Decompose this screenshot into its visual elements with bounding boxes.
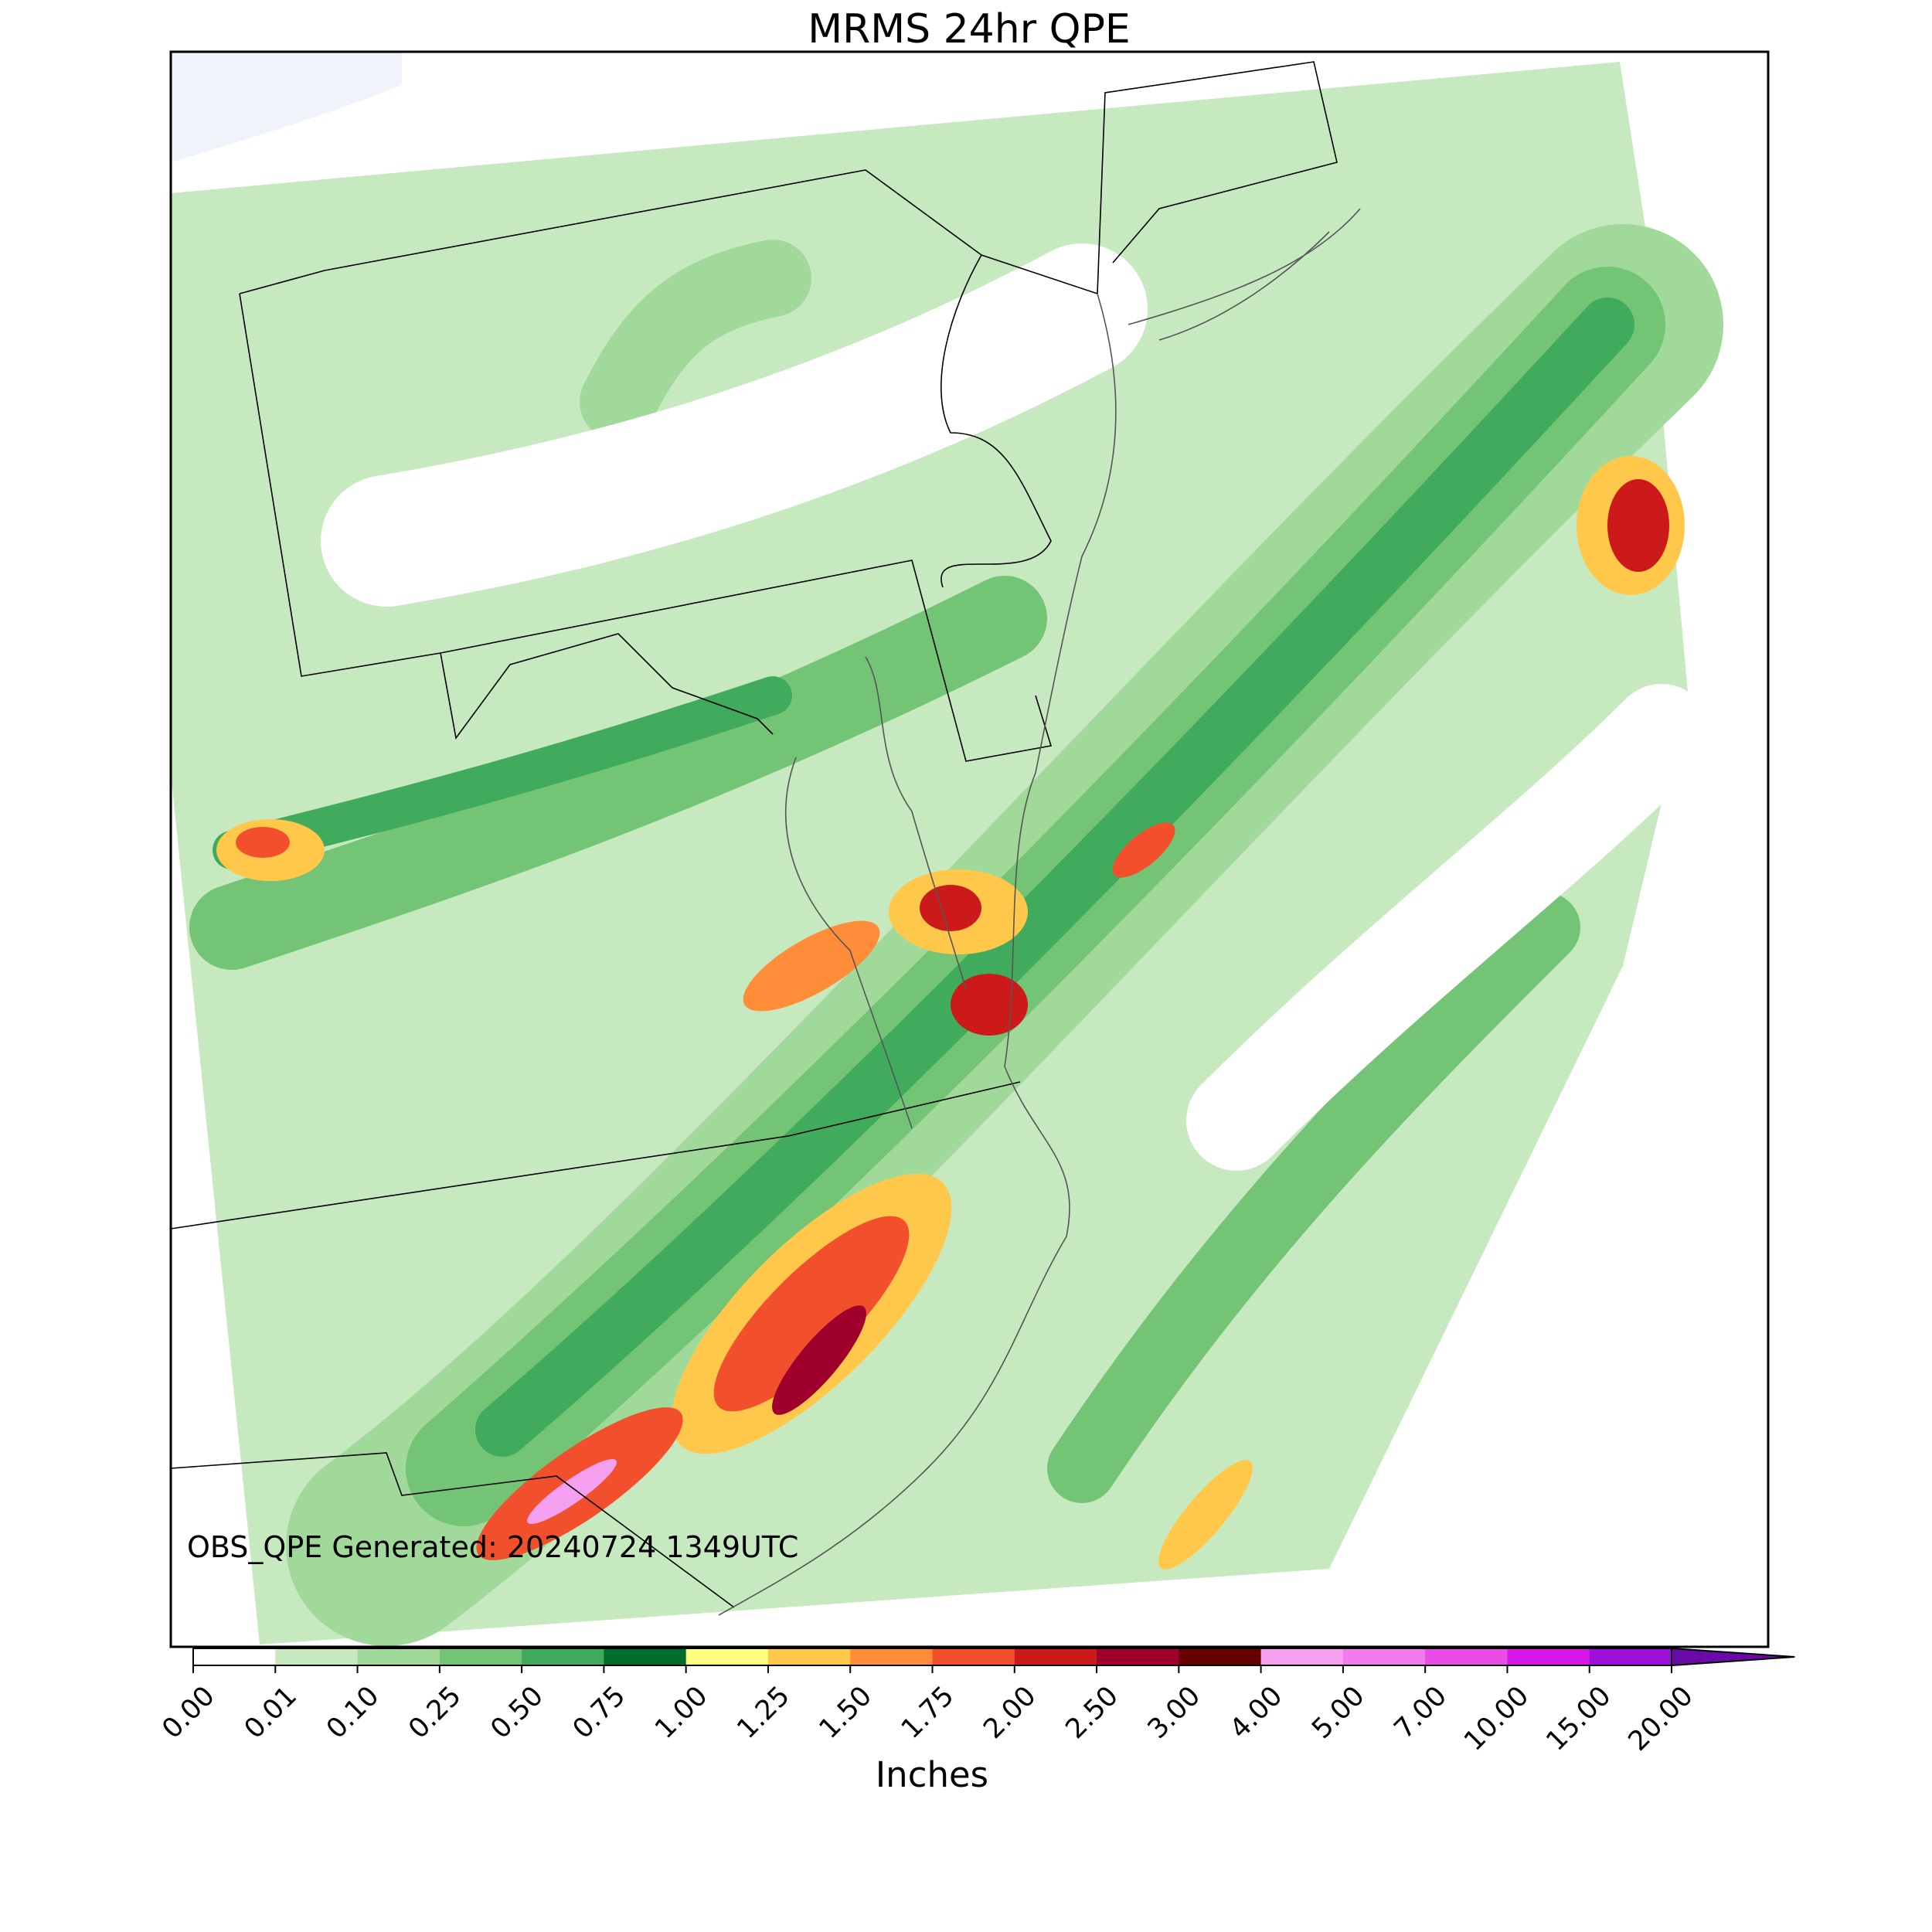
colorbar: 0.00 0.01 0.10 0.25 0.50 0.75 1.00 1.25 1.50 1.75… bbox=[157, 1647, 1795, 1757]
colorbar-segment bbox=[357, 1648, 440, 1665]
map-title: MRMS 24hr QPE bbox=[808, 6, 1131, 53]
colorbar-tick-label: 10.00 bbox=[1458, 1681, 1535, 1757]
colorbar-tick-label: 3.00 bbox=[1142, 1681, 1206, 1745]
boundaries bbox=[171, 61, 1338, 1608]
colorbar-tick-label: 0.01 bbox=[239, 1681, 303, 1745]
colorbar-segment bbox=[522, 1648, 604, 1665]
map bbox=[171, 52, 1723, 1646]
colorbar-segment bbox=[1179, 1648, 1262, 1665]
coastline bbox=[718, 208, 1361, 1616]
colorbar-tick-label: 1.25 bbox=[731, 1681, 795, 1745]
colorbar-segment bbox=[685, 1648, 769, 1665]
colorbar-tick-label: 2.50 bbox=[1060, 1681, 1124, 1745]
colorbar-segment bbox=[275, 1648, 359, 1665]
colorbar-segment bbox=[932, 1648, 1015, 1665]
colorbar-extension bbox=[1671, 1647, 1795, 1667]
map-frame bbox=[169, 50, 1770, 1648]
colorbar-segment bbox=[1260, 1648, 1344, 1665]
colorbar-tick-label: 5.00 bbox=[1306, 1681, 1370, 1745]
colorbar-label: Inches bbox=[876, 1754, 988, 1795]
lake bbox=[171, 52, 402, 162]
heavy-precip bbox=[216, 456, 1685, 1570]
colorbar-tick-label: 0.25 bbox=[403, 1681, 467, 1745]
colorbar-segment bbox=[1014, 1648, 1097, 1665]
colorbar-segment bbox=[850, 1648, 933, 1665]
annotation: OBS_QPE Generated: 20240724 1349UTC bbox=[187, 1530, 798, 1564]
colorbar-tick-label: 0.00 bbox=[157, 1681, 221, 1745]
colorbar-tick-label: 15.00 bbox=[1540, 1681, 1617, 1757]
colorbar-tick-label: 0.10 bbox=[321, 1681, 385, 1745]
colorbar-tick-label: 0.50 bbox=[485, 1681, 549, 1745]
colorbar-segment bbox=[1589, 1648, 1672, 1665]
colorbar-tick-label: 4.00 bbox=[1224, 1681, 1288, 1745]
colorbar-segment bbox=[193, 1648, 276, 1665]
colorbar-segment bbox=[767, 1648, 851, 1665]
colorbar-tick-label: 1.75 bbox=[896, 1681, 960, 1745]
colorbar-tick-label: 1.00 bbox=[649, 1681, 713, 1745]
colorbar-segment bbox=[1097, 1648, 1179, 1665]
colorbar-tick-label: 0.75 bbox=[567, 1681, 631, 1745]
colorbar-tick-label: 1.50 bbox=[814, 1681, 878, 1745]
colorbar-segment bbox=[604, 1648, 687, 1665]
colorbar-tick-label: 2.00 bbox=[978, 1681, 1042, 1745]
colorbar-segment bbox=[1425, 1648, 1508, 1665]
colorbar-tick-label: 20.00 bbox=[1623, 1681, 1699, 1757]
colorbar-segment bbox=[1507, 1648, 1590, 1665]
colorbar-segment bbox=[1342, 1648, 1426, 1665]
colorbar-segment bbox=[439, 1648, 522, 1665]
colorbar-tick-label: 7.00 bbox=[1389, 1681, 1453, 1745]
